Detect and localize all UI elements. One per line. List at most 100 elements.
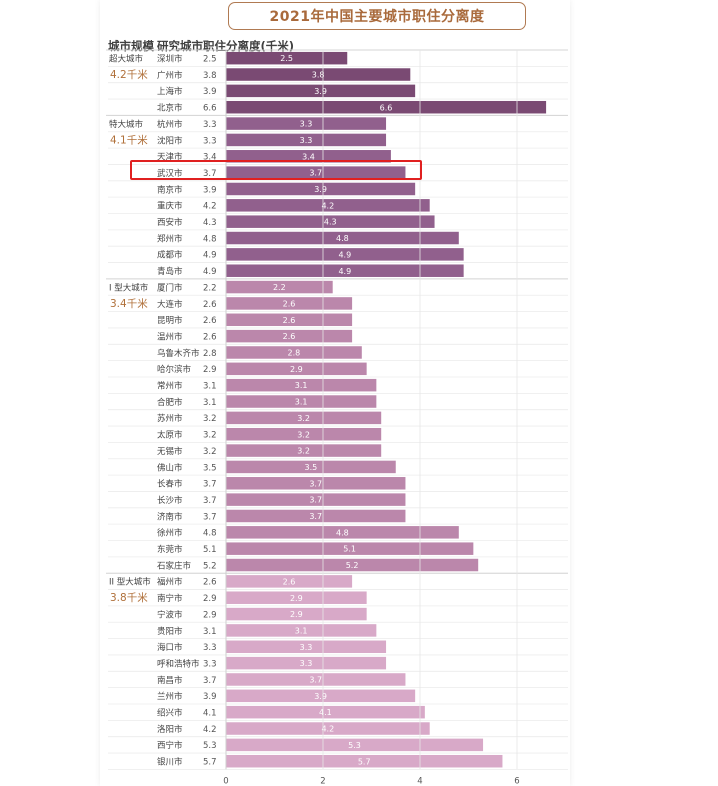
x-tick-label: 0 (223, 776, 228, 786)
city-label: 长春市 (157, 479, 183, 490)
value-label: 3.9 (203, 87, 217, 97)
bar-data-label: 2.6 (283, 316, 296, 325)
city-label: 西安市 (157, 217, 183, 228)
bar-data-label: 3.7 (309, 479, 322, 488)
value-label: 3.7 (203, 676, 217, 686)
bar-data-label: 2.6 (283, 332, 296, 341)
city-label: 西宁市 (157, 740, 183, 751)
value-label: 3.8 (203, 71, 217, 81)
city-label: 哈尔滨市 (157, 364, 192, 375)
x-tick-label: 6 (514, 776, 519, 786)
city-label: 上海市 (157, 86, 183, 97)
bar-data-label: 3.3 (300, 136, 313, 145)
value-label: 3.7 (203, 496, 217, 506)
city-label: 宁波市 (157, 609, 183, 620)
city-label: 成都市 (157, 250, 183, 261)
bar-data-label: 2.9 (290, 365, 303, 374)
bar-data-label: 4.1 (319, 708, 332, 717)
bar-data-label: 3.3 (300, 120, 313, 129)
city-label: 济南市 (157, 511, 183, 522)
value-label: 2.9 (203, 365, 217, 375)
bar-data-label: 3.3 (300, 643, 313, 652)
city-label: 厦门市 (157, 282, 183, 293)
group-avg-distance: 3.4千米 (110, 297, 148, 310)
value-label: 3.1 (203, 627, 217, 637)
city-label: 合肥市 (157, 397, 183, 408)
city-label: 福州市 (157, 577, 183, 588)
bar-data-label: 3.2 (297, 447, 310, 456)
value-label: 6.6 (203, 104, 217, 114)
value-label: 4.8 (203, 234, 217, 244)
value-label: 3.1 (203, 382, 217, 392)
x-tick-label: 4 (417, 776, 422, 786)
bar-data-label: 2.6 (283, 299, 296, 308)
group-label: II 型大城市 (109, 577, 151, 588)
value-label: 2.9 (203, 594, 217, 604)
value-label: 3.9 (203, 692, 217, 702)
value-label: 4.8 (203, 529, 217, 539)
bar-data-label: 4.8 (336, 528, 349, 537)
value-label: 3.2 (203, 447, 217, 457)
city-label: 兰州市 (157, 691, 183, 702)
city-label: 无锡市 (157, 446, 183, 457)
city-label: 呼和浩特市 (157, 658, 200, 669)
value-label: 3.7 (203, 480, 217, 490)
bar-chart: 超大城市4.2千米深圳市 2.5 2.5广州市 3.8 3.8上海市 3.9 3.9北京市 6… (0, 0, 718, 786)
value-label: 5.3 (203, 741, 217, 751)
city-label: 石家庄市 (157, 560, 192, 571)
city-label: 佛山市 (157, 462, 183, 473)
value-label: 2.6 (203, 316, 217, 326)
value-label: 5.1 (203, 545, 217, 555)
city-label: 长沙市 (157, 495, 183, 506)
city-label: 南京市 (157, 184, 183, 195)
value-label: 2.2 (203, 283, 217, 293)
bar-data-label: 3.7 (309, 676, 322, 685)
value-label: 2.5 (203, 55, 217, 65)
bar-data-label: 5.3 (348, 741, 361, 750)
bar-data-label: 3.2 (297, 414, 310, 423)
bar-data-label: 2.8 (288, 349, 301, 358)
bar-data-label: 3.1 (295, 398, 308, 407)
bar-data-label: 3.1 (295, 626, 308, 635)
x-tick-label: 2 (320, 776, 325, 786)
bar-data-label: 5.2 (346, 561, 359, 570)
city-label: 徐州市 (157, 528, 183, 539)
city-label: 北京市 (157, 103, 183, 114)
value-label: 2.9 (203, 610, 217, 620)
bar-data-label: 4.3 (324, 218, 337, 227)
group-label: 超大城市 (109, 54, 144, 65)
bar-data-label: 3.3 (300, 659, 313, 668)
value-label: 5.2 (203, 561, 217, 571)
value-label: 4.2 (203, 725, 217, 735)
value-label: 4.9 (203, 267, 217, 277)
city-label: 昆明市 (157, 315, 183, 326)
city-label: 海口市 (157, 642, 183, 653)
group-label: I 型大城市 (109, 282, 149, 293)
bar-data-label: 3.5 (305, 463, 318, 472)
bar-data-label: 2.2 (273, 283, 286, 292)
value-label: 3.3 (203, 120, 217, 130)
city-label: 深圳市 (157, 54, 183, 65)
bar-data-label: 3.9 (314, 185, 327, 194)
highlight-box-wuhan (130, 160, 422, 180)
city-label: 银川市 (157, 757, 183, 768)
value-label: 3.5 (203, 463, 217, 473)
value-label: 2.8 (203, 349, 217, 359)
city-label: 沈阳市 (157, 135, 183, 146)
city-label: 南宁市 (157, 593, 183, 604)
city-label: 大连市 (157, 299, 183, 310)
value-label: 3.9 (203, 185, 217, 195)
city-label: 苏州市 (157, 413, 183, 424)
value-label: 3.3 (203, 643, 217, 653)
bar-data-label: 3.9 (314, 87, 327, 96)
bar-data-label: 2.9 (290, 610, 303, 619)
value-label: 2.6 (203, 332, 217, 342)
city-label: 郑州市 (157, 233, 183, 244)
group-avg-distance: 4.1千米 (110, 133, 148, 146)
bar-data-label: 5.1 (343, 545, 356, 554)
value-label: 3.3 (203, 136, 217, 146)
city-label: 洛阳市 (157, 724, 183, 735)
city-label: 乌鲁木齐市 (157, 348, 200, 359)
value-label: 3.1 (203, 398, 217, 408)
value-label: 4.1 (203, 709, 217, 719)
